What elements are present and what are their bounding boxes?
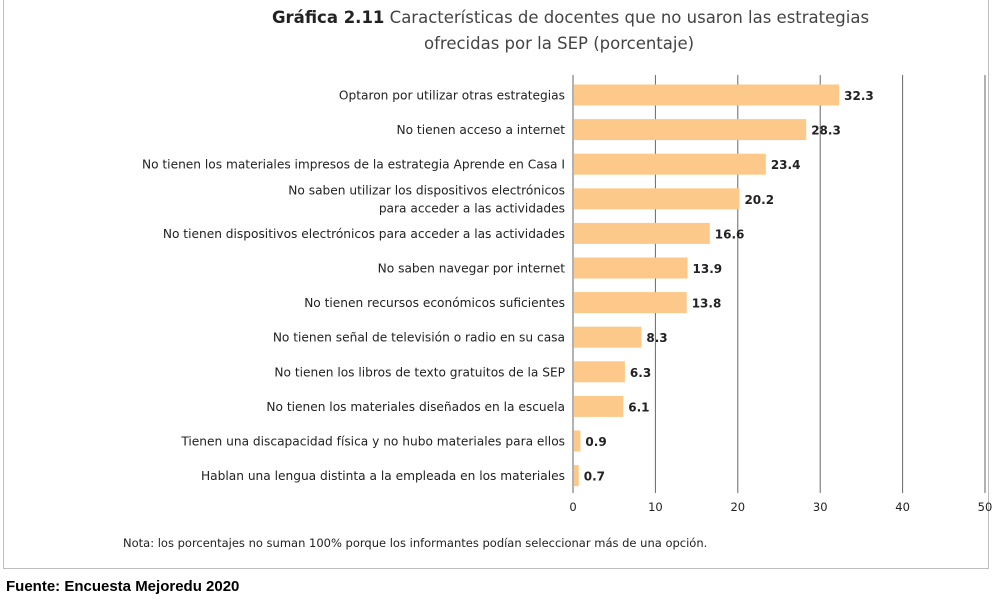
- x-tick-label: 50: [978, 500, 993, 514]
- data-label: 0.7: [584, 470, 605, 484]
- category-label: No saben navegar por internet: [378, 262, 566, 276]
- data-label: 20.2: [744, 193, 774, 207]
- bar: [574, 430, 581, 452]
- x-tick-label: 20: [730, 500, 745, 514]
- bar: [574, 361, 625, 383]
- chart-note: Nota: los porcentajes no suman 100% porq…: [123, 536, 708, 550]
- source-caption: Fuente: Encuesta Mejoredu 2020: [6, 578, 240, 595]
- data-label: 0.9: [585, 435, 606, 449]
- bar: [574, 395, 624, 417]
- category-label: No tienen los libros de texto gratuitos …: [274, 365, 565, 379]
- category-label: Tienen una discapacidad física y no hubo…: [180, 435, 565, 449]
- bar: [574, 188, 740, 210]
- data-label: 8.3: [646, 331, 667, 345]
- category-label: Hablan una lengua distinta a la empleada…: [201, 469, 565, 483]
- category-label: No tienen señal de televisión o radio en…: [273, 331, 565, 345]
- chart-title: Gráfica 2.11 Características de docentes…: [272, 6, 872, 53]
- data-label: 6.3: [630, 366, 651, 380]
- data-label: 13.8: [692, 297, 722, 311]
- bar: [574, 153, 766, 175]
- data-label: 13.9: [693, 262, 723, 276]
- x-tick-label: 10: [648, 500, 663, 514]
- category-label: Optaron por utilizar otras estrategias: [339, 89, 565, 103]
- bar: [574, 257, 688, 279]
- chart-title-line2: ofrecidas por la SEP (porcentaje): [424, 34, 695, 53]
- category-label: No tienen acceso a internet: [396, 123, 565, 137]
- bar: [574, 326, 642, 348]
- chart-title-line1: Características de docentes que no usaro…: [389, 8, 870, 27]
- data-label: 16.6: [715, 227, 745, 241]
- chart-title-prefix: Gráfica 2.11: [272, 8, 385, 27]
- x-tick-label: 0: [569, 500, 576, 514]
- bar: [574, 465, 579, 487]
- category-label: No tienen los materiales impresos de la …: [142, 158, 565, 172]
- data-label: 23.4: [771, 158, 801, 172]
- figure-frame: [3, 0, 989, 569]
- category-label: No saben utilizar los dispositivos elect…: [288, 183, 565, 197]
- bar: [574, 222, 710, 244]
- bar: [574, 292, 687, 314]
- data-label: 28.3: [811, 124, 841, 138]
- bar: [574, 84, 840, 106]
- category-label: para acceder a las actividades: [379, 201, 565, 215]
- category-label: No tienen dispositivos electrónicos para…: [163, 227, 565, 241]
- category-label: No tienen los materiales diseñados en la…: [266, 400, 565, 414]
- x-tick-label: 30: [813, 500, 828, 514]
- category-label: No tienen recursos económicos suficiente…: [304, 296, 565, 310]
- data-label: 6.1: [628, 400, 649, 414]
- bar: [574, 119, 807, 141]
- data-label: 32.3: [844, 89, 874, 103]
- x-tick-label: 40: [895, 500, 910, 514]
